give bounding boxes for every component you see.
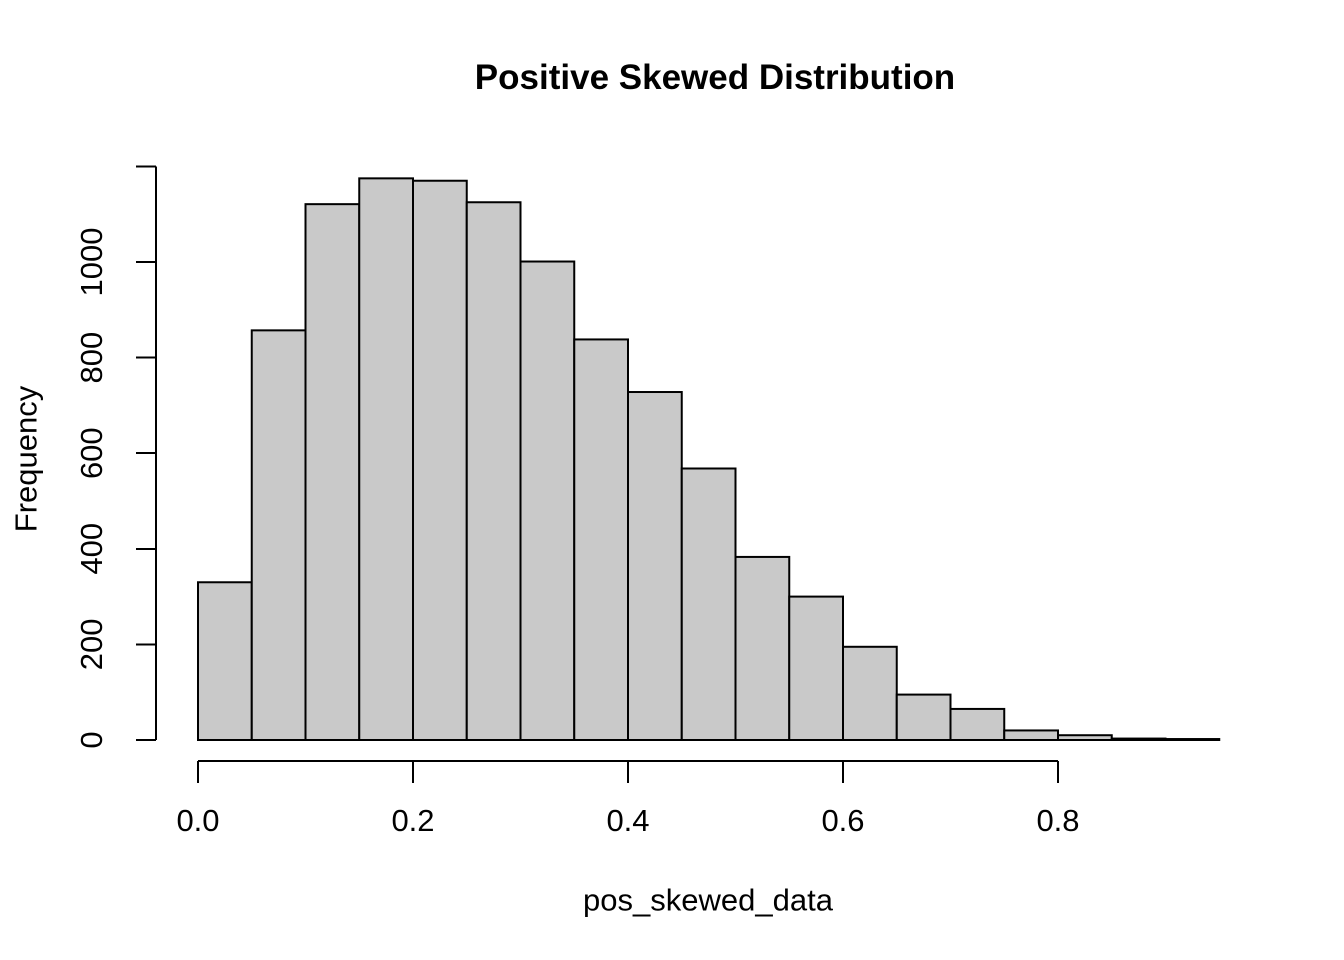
histogram-bar — [412, 179, 468, 742]
histogram-bar — [627, 391, 683, 741]
histogram-bar — [358, 177, 414, 742]
histogram-bar — [895, 693, 952, 742]
y-tick-label: 1000 — [74, 228, 109, 297]
histogram-bar — [1164, 738, 1221, 742]
x-tick-label: 0.4 — [606, 803, 649, 838]
y-tick-label: 400 — [74, 523, 109, 575]
chart-title: Positive Skewed Distribution — [474, 58, 956, 97]
histogram-bar — [250, 329, 307, 741]
histogram-bar — [680, 467, 737, 741]
y-tick-label: 800 — [74, 332, 109, 384]
histogram-bar — [304, 203, 361, 742]
histogram-bar — [1003, 729, 1059, 742]
histogram-bar — [949, 707, 1006, 741]
y-tick-label: 600 — [74, 427, 109, 479]
histogram-bar — [788, 595, 844, 741]
histogram-bar — [573, 338, 629, 741]
y-axis-label: Frequency — [8, 385, 44, 533]
histogram-bar — [519, 260, 576, 741]
histogram-bar — [734, 555, 791, 742]
histogram-bar — [842, 645, 898, 741]
x-axis-label: pos_skewed_data — [583, 882, 833, 918]
histogram-bar — [1057, 734, 1113, 741]
histogram-bar — [197, 581, 253, 742]
x-tick-label: 0.8 — [1036, 803, 1079, 838]
histogram-bar — [465, 201, 522, 741]
x-tick-label: 0.0 — [176, 803, 219, 838]
y-tick-label: 0 — [74, 731, 109, 748]
x-tick-label: 0.2 — [391, 803, 434, 838]
y-tick-label: 200 — [74, 619, 109, 671]
histogram-bar — [1110, 737, 1167, 741]
x-tick-label: 0.6 — [821, 803, 864, 838]
